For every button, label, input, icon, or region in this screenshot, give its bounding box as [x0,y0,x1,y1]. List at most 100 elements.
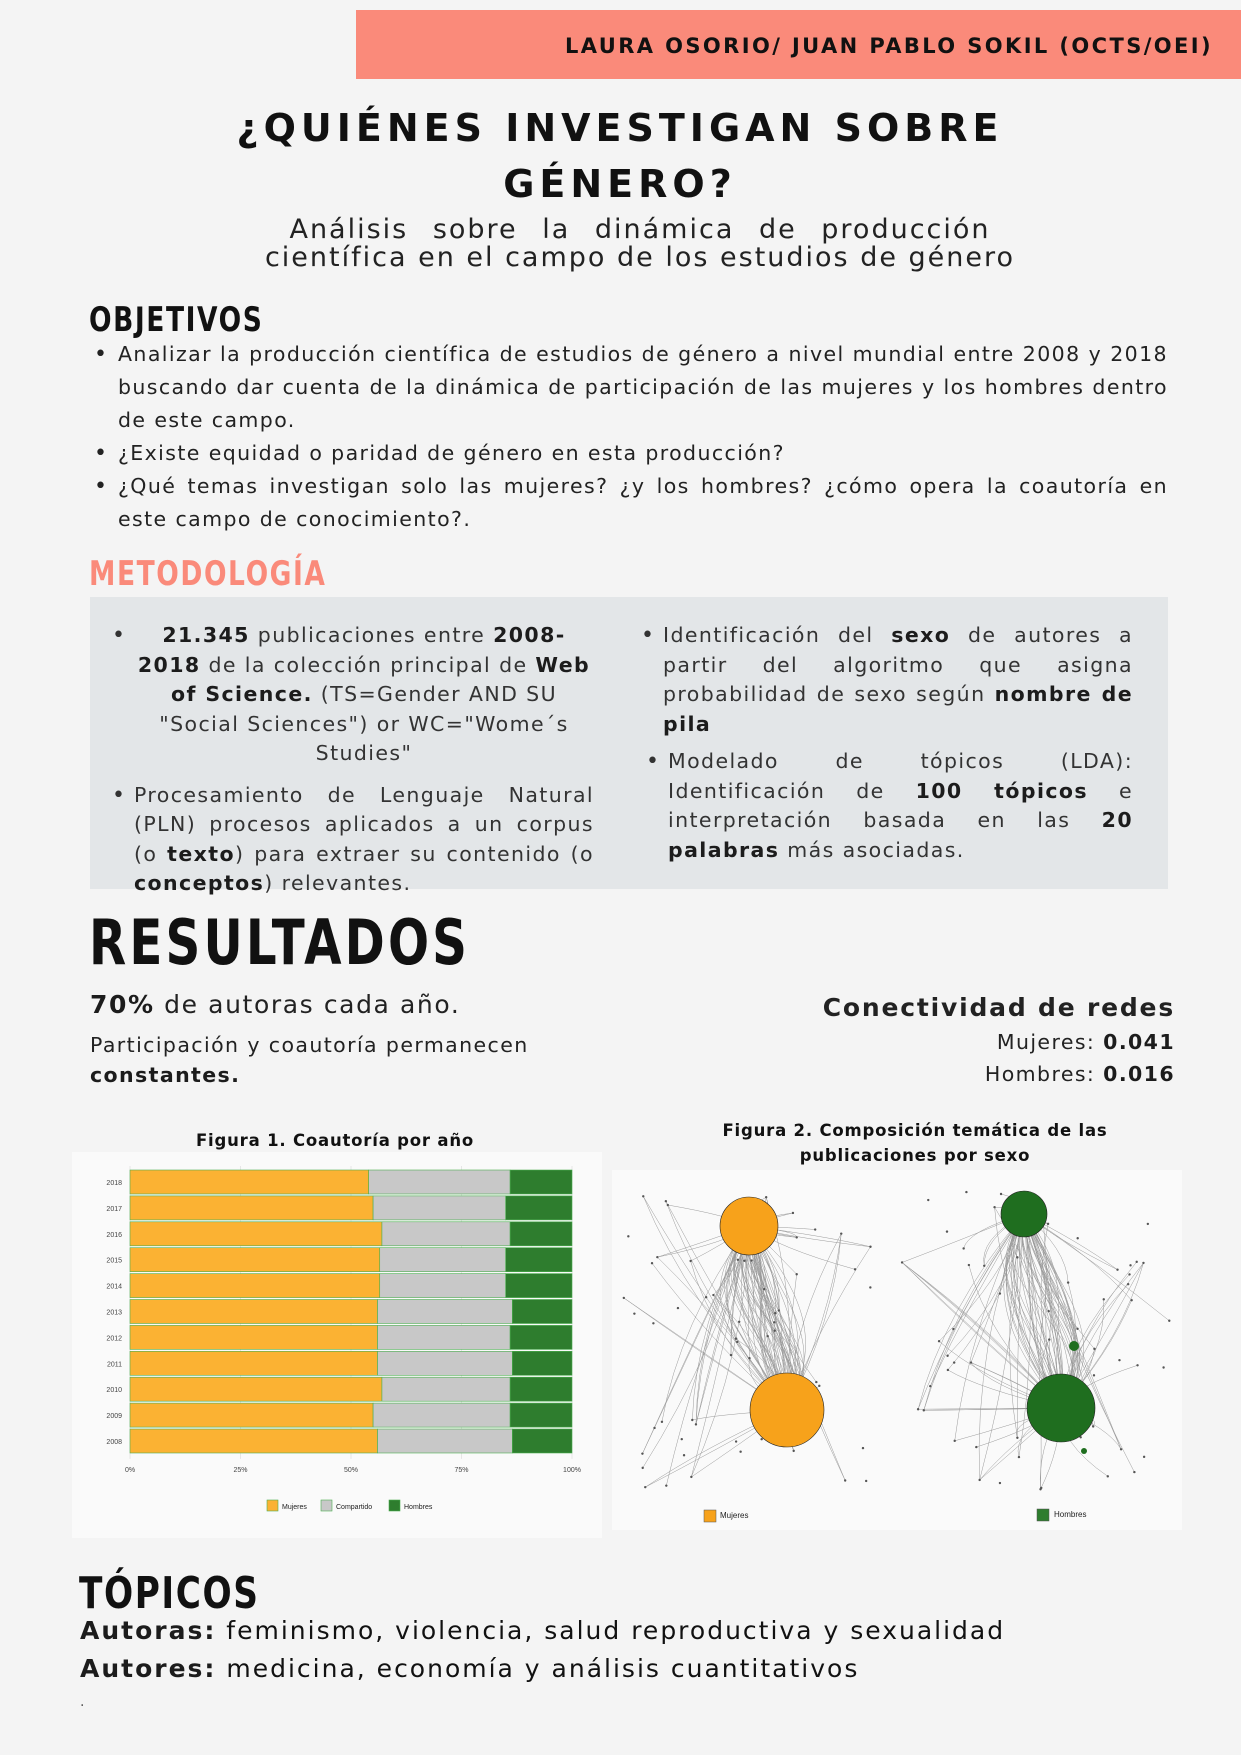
node [815,1380,818,1384]
hub-node [719,1196,779,1256]
node [792,1449,795,1453]
metodologia-box: 21.345 publicaciones entre 2008-2018 de … [90,597,1168,895]
node [922,1409,925,1412]
metodologia-item-sexo: Identificación del sexo de autores a par… [641,621,1133,739]
legend-label-compartido: Compartido [336,1504,372,1511]
footer-mark: . [80,1694,85,1710]
node [967,1263,971,1267]
node [983,1264,986,1267]
bar-mujeres-2015 [129,1247,381,1272]
node [1016,1256,1019,1259]
node [1116,1268,1119,1271]
node [734,1337,738,1340]
node [1046,1222,1050,1226]
node [694,1423,698,1426]
metodologia-item-corpus: 21.345 publicaciones entre 2008-2018 de … [112,621,594,769]
figure2-network: Mujeres Hombres [612,1170,1182,1530]
node [900,1261,904,1264]
node [946,1368,950,1372]
node [773,1321,776,1324]
node [641,1466,644,1470]
node [712,1293,715,1297]
objetivo-item: ¿Existe equidad o paridad de género en e… [90,437,1168,470]
node [965,1190,968,1194]
node [680,1437,683,1441]
title-line-2: GÉNERO? [503,162,737,206]
node [689,1259,692,1263]
bar-mujeres-2010 [129,1376,383,1402]
y-tick-label: 2010 [106,1387,122,1394]
small-node [1069,1341,1079,1351]
edge [979,1213,1025,1481]
y-tick-label: 2015 [106,1258,122,1265]
conectividad-heading: Conectividad de redes [822,993,1175,1022]
bar-compartido-2018 [368,1169,511,1195]
node [736,1258,740,1261]
conectividad-block: Conectividad de redes Mujeres: 0.041 Hom… [823,990,1175,1090]
node [1146,1222,1150,1226]
metodologia-heading: METODOLOGÍA [89,554,327,594]
node [743,1259,746,1263]
metodologia-right-column: Identificación del sexo de autores a par… [641,621,1133,865]
node [1126,1282,1130,1286]
legend-swatch-hombres [388,1499,401,1512]
node [969,1361,973,1364]
node [1128,1273,1131,1276]
edge [1023,1213,1122,1450]
bar-mujeres-2011 [129,1351,378,1376]
node [666,1203,670,1207]
bar-compartido-2016 [381,1221,511,1247]
edge [917,1213,1025,1410]
bar-hombres-2008 [512,1428,573,1454]
node [1142,1455,1146,1459]
network-graph [900,1190,1171,1491]
node [748,1357,751,1360]
node [1162,1366,1165,1369]
legend-mujeres-label: Mujeres [720,1511,748,1520]
metodologia-left-column: 21.345 publicaciones entre 2008-2018 de … [112,621,594,899]
node [764,1196,768,1199]
y-tick-label: 2012 [106,1335,122,1342]
bar-hombres-2011 [512,1351,573,1376]
node [952,1361,956,1364]
legend-label-hombres: Hombres [404,1504,433,1511]
node [795,1273,798,1276]
topicos-autores: Autores: medicina, economía y análisis c… [80,1654,860,1683]
legend-swatch-mujeres [266,1499,279,1512]
node [1135,1260,1138,1264]
y-tick-label: 2009 [106,1413,122,1420]
node [750,1259,753,1262]
node [853,1268,857,1271]
figure1-chart: 0% 25% 50% 75% 100% 2018 2017 2016 2015 2014 2013 2… [72,1152,602,1538]
bar-mujeres-2014 [129,1273,381,1298]
node [1130,1299,1133,1302]
node [1076,1327,1079,1330]
x-tick-label: 100% [563,1467,581,1474]
edge [666,1225,750,1486]
node [840,1232,843,1235]
hub-node [1026,1373,1096,1443]
legend-label-mujeres: Mujeres [282,1504,307,1511]
bar-compartido-2017 [372,1195,507,1221]
y-tick-label: 2011 [107,1361,122,1368]
edge [930,1213,1025,1387]
bar-compartido-2015 [379,1247,507,1272]
figure1-title: Figura 1. Coautoría por año [195,1131,475,1150]
node [1048,1338,1051,1341]
page-title: ¿QUIÉNES INVESTIGAN SOBRE GÉNERO? [230,100,1010,212]
node [656,1255,659,1259]
node [682,1454,686,1457]
legend-hombres-label: Hombres [1054,1510,1086,1519]
node [1106,1475,1109,1478]
node [993,1205,996,1209]
node [704,1296,708,1299]
hub-node [1000,1190,1048,1238]
node [1076,1237,1079,1240]
node [691,1418,694,1422]
bar-compartido-2013 [377,1299,513,1324]
title-line-1: ¿QUIÉNES INVESTIGAN SOBRE [236,106,1004,150]
bar-compartido-2012 [377,1325,511,1350]
legend-swatch-hombres [1036,1508,1050,1522]
node [729,1353,733,1357]
node [737,1320,741,1323]
